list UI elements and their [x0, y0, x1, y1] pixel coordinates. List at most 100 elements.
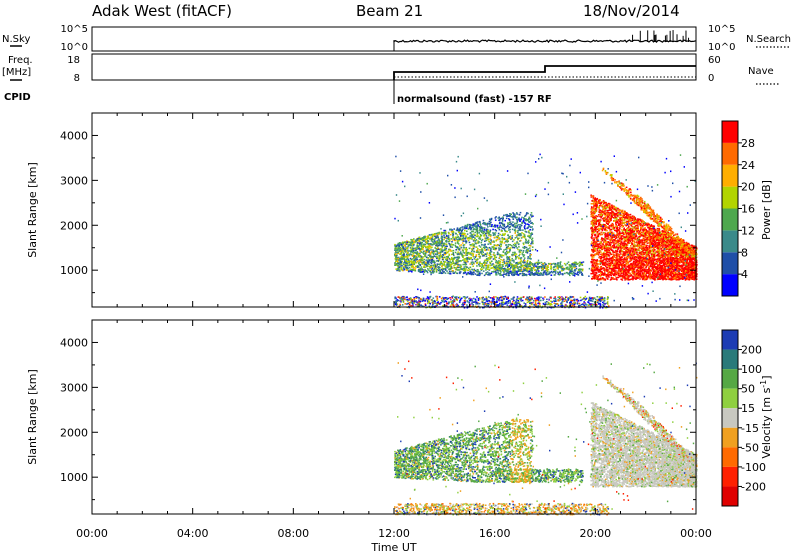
data-cell	[466, 304, 468, 306]
data-cell	[526, 212, 528, 214]
data-cell	[509, 228, 511, 231]
data-cell	[569, 266, 571, 269]
data-cell	[453, 299, 456, 302]
data-cell	[524, 246, 527, 249]
data-cell	[518, 301, 520, 303]
data-cell	[519, 253, 521, 256]
data-cell	[501, 254, 503, 256]
data-cell	[431, 239, 433, 242]
data-cell	[532, 300, 535, 302]
data-cell	[408, 250, 411, 252]
data-cell	[407, 267, 409, 270]
data-cell	[503, 238, 505, 240]
data-cell	[494, 258, 497, 261]
data-cell	[514, 258, 517, 260]
data-cell	[579, 261, 581, 264]
data-cell	[529, 218, 531, 220]
data-cell	[455, 238, 458, 240]
data-cell	[438, 258, 441, 261]
data-cell	[519, 251, 522, 253]
data-cell	[427, 300, 429, 303]
data-cell	[506, 230, 508, 233]
data-cell	[448, 258, 451, 260]
data-cell	[429, 255, 431, 258]
data-cell	[502, 254, 505, 257]
data-cell	[507, 223, 509, 225]
data-cell	[574, 267, 576, 269]
data-cell	[493, 266, 496, 269]
data-cell	[484, 234, 486, 236]
data-cell	[422, 259, 424, 262]
data-cell	[429, 303, 431, 305]
data-cell	[527, 231, 530, 233]
data-cell	[483, 267, 485, 269]
data-cell	[509, 300, 511, 302]
data-cell	[417, 245, 420, 247]
data-cell	[418, 297, 421, 299]
data-cell	[579, 304, 581, 307]
data-cell	[513, 302, 515, 305]
data-cell	[405, 258, 408, 260]
data-cell	[539, 305, 541, 307]
data-cell	[543, 265, 546, 267]
data-cell	[469, 305, 472, 308]
data-cell	[486, 302, 489, 305]
data-cell	[478, 236, 481, 238]
data-cell	[516, 220, 519, 222]
data-cell	[475, 227, 478, 229]
data-cell	[514, 225, 517, 227]
data-cell	[423, 245, 426, 247]
data-cell	[402, 300, 405, 302]
data-cell	[518, 243, 520, 245]
data-cell	[487, 243, 489, 245]
data-cell	[479, 224, 482, 226]
data-cell	[447, 250, 450, 253]
data-cell	[421, 249, 423, 251]
data-cell	[407, 258, 409, 261]
data-cell	[447, 265, 449, 268]
data-cell	[526, 296, 528, 298]
data-cell	[516, 255, 519, 258]
data-cell	[534, 263, 536, 266]
data-cell	[472, 253, 474, 256]
data-cell	[567, 266, 569, 268]
data-cell	[493, 241, 495, 243]
data-cell	[444, 305, 447, 307]
data-cell	[457, 305, 459, 307]
data-cell	[430, 262, 433, 265]
data-cell	[597, 215, 599, 218]
data-cell	[436, 264, 438, 267]
nsearch-tick-top: 10^5	[708, 24, 735, 35]
data-cell	[512, 246, 514, 249]
data-cell	[494, 267, 497, 270]
data-cell	[522, 255, 525, 258]
data-cell	[472, 235, 474, 237]
data-cell	[531, 272, 533, 274]
data-cell	[475, 222, 477, 224]
data-cell	[471, 263, 473, 266]
data-cell	[555, 265, 557, 268]
data-cell	[489, 225, 491, 227]
data-cell	[464, 263, 466, 266]
data-cell	[589, 297, 591, 300]
data-cell	[514, 252, 516, 254]
data-cell	[571, 296, 574, 298]
data-cell	[467, 239, 470, 242]
data-cell	[529, 229, 531, 231]
data-cell	[414, 303, 417, 306]
data-cell	[414, 267, 417, 269]
data-cell	[556, 303, 558, 305]
data-cell	[520, 270, 523, 272]
data-cell	[465, 227, 468, 230]
data-cell	[428, 245, 430, 247]
data-cell	[457, 239, 459, 241]
data-cell	[531, 269, 533, 272]
data-cell	[427, 297, 429, 300]
data-cell	[460, 265, 463, 268]
data-cell	[543, 271, 546, 274]
data-cell	[443, 301, 446, 303]
data-cell	[443, 268, 445, 270]
data-cell	[449, 297, 451, 299]
data-cell	[443, 271, 445, 273]
data-cell	[416, 256, 418, 259]
